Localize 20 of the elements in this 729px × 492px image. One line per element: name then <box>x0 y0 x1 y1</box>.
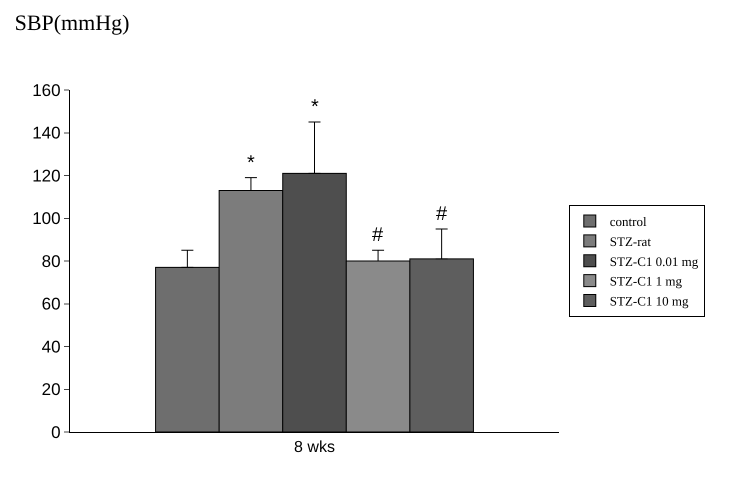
y-tick-label: 0 <box>51 422 61 442</box>
legend-label: STZ-C1 0.01 mg <box>610 254 699 269</box>
legend-label: STZ-C1 10 mg <box>610 294 690 309</box>
data-label: * <box>311 96 319 118</box>
data-label: * <box>247 152 255 174</box>
legend-label: STZ-rat <box>610 234 652 249</box>
y-tick-label: 20 <box>42 380 61 400</box>
x-tick-label: 8 wks <box>294 439 335 456</box>
data-label: # <box>372 224 384 246</box>
y-tick-label: 100 <box>32 209 61 228</box>
y-tick-label: 60 <box>42 294 61 314</box>
legend-label: STZ-C1 1 mg <box>610 274 683 289</box>
y-tick-label: 160 <box>32 80 61 100</box>
chart-title: SBP(mmHg) <box>14 10 130 36</box>
y-tick-label: 40 <box>42 337 61 356</box>
legend-label: control <box>610 214 647 230</box>
data-label: # <box>436 203 448 225</box>
y-tick-label: 120 <box>32 166 61 186</box>
y-tick-label: 80 <box>42 252 61 271</box>
y-tick-label: 140 <box>32 124 61 143</box>
